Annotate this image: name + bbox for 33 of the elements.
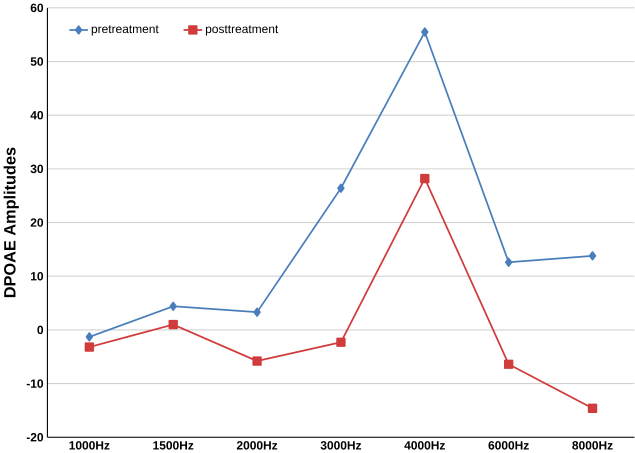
x-tick-label: 8000Hz [572, 441, 613, 450]
y-axis-title: DPOAE Amplitudes [4, 147, 19, 298]
point [588, 251, 596, 260]
point [169, 302, 177, 311]
x-tick-label: 1000Hz [69, 441, 110, 450]
point [84, 342, 94, 352]
y-tick-label: 30 [30, 164, 44, 174]
point [252, 356, 262, 366]
x-tick-label: 2000Hz [236, 441, 278, 450]
y-tick-label: 10 [31, 272, 44, 280]
y-tick-label: -10 [26, 379, 44, 388]
y-tick-label: 50 [30, 57, 44, 66]
point [253, 307, 261, 317]
legend-label: posttreatment [206, 25, 278, 36]
y-tick-label: 0 [37, 326, 44, 334]
point [337, 183, 345, 193]
point [588, 404, 598, 413]
x-tick-label: 6000Hz [488, 441, 529, 450]
point [504, 258, 512, 267]
point [336, 337, 346, 347]
point [421, 27, 429, 37]
x-tick-label: 3000Hz [320, 441, 362, 450]
point [86, 332, 94, 342]
y-tick-label: 20 [30, 218, 44, 227]
y-tick-label: 60 [30, 4, 44, 12]
y-tick-label: -20 [26, 432, 44, 442]
legend-label: pretreatment [92, 25, 159, 36]
point [420, 174, 430, 184]
point [168, 320, 178, 330]
point [504, 359, 514, 369]
x-tick-label: 4000Hz [404, 441, 445, 450]
x-tick-label: 1500Hz [153, 441, 194, 450]
y-tick-label: 40 [30, 110, 44, 120]
